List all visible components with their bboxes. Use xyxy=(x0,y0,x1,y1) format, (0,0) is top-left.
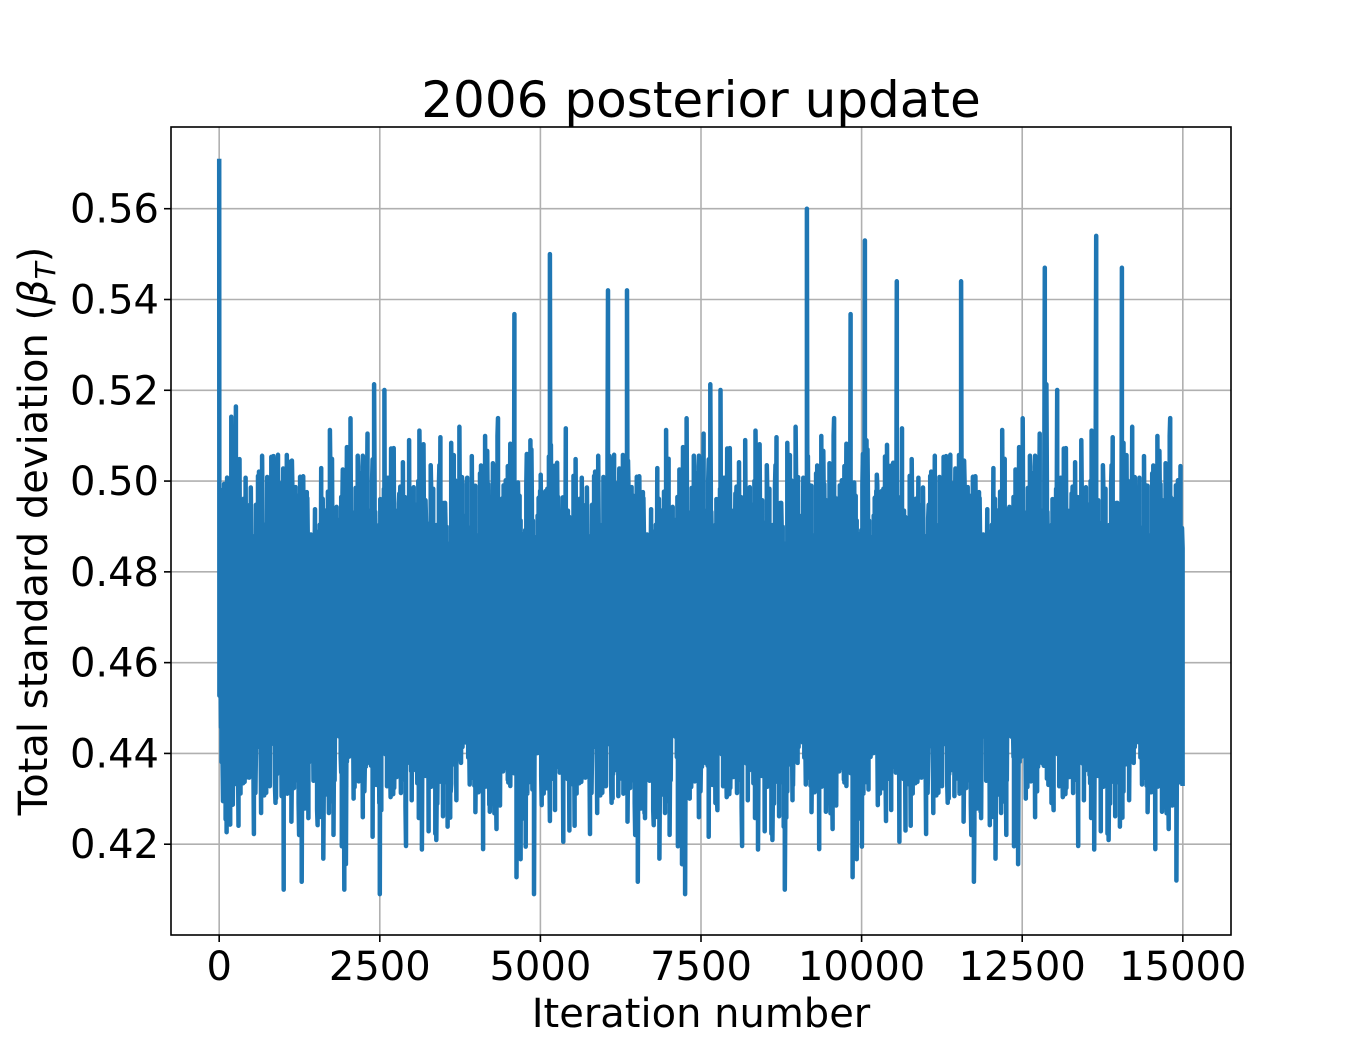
y-tick-label: 0.54 xyxy=(70,277,159,323)
x-tick-label: 12500 xyxy=(959,944,1086,990)
y-tick-label: 0.48 xyxy=(70,550,159,596)
y-tick-label: 0.52 xyxy=(70,368,159,414)
y-tick-label: 0.50 xyxy=(70,459,159,505)
x-tick-label: 2500 xyxy=(329,944,431,990)
x-axis-ticks: 0 2500 5000 7500 10000 12500 15000 xyxy=(206,935,1246,990)
y-axis-label-subscript: T xyxy=(29,260,62,279)
y-tick-label: 0.46 xyxy=(70,641,159,687)
x-tick-label: 10000 xyxy=(798,944,925,990)
x-tick-label: 15000 xyxy=(1119,944,1246,990)
y-tick-label: 0.56 xyxy=(70,187,159,233)
series-trace xyxy=(216,158,1185,897)
y-tick-label: 0.42 xyxy=(70,822,159,868)
trace-line xyxy=(216,158,1185,897)
y-axis-ticks: 0.42 0.44 0.46 0.48 0.50 0.52 0.54 0.56 xyxy=(70,187,171,868)
x-tick-label: 0 xyxy=(206,944,231,990)
y-axis-label-main: Total standard deviation ( xyxy=(11,305,57,817)
x-axis-label: Iteration number xyxy=(532,991,871,1037)
y-axis-label-symbol: β xyxy=(11,279,57,306)
y-axis-label-close: ) xyxy=(11,247,57,263)
y-axis-label: Total standard deviation (βT) xyxy=(11,247,62,817)
y-tick-label: 0.44 xyxy=(70,731,159,777)
chart-title: 2006 posterior update xyxy=(421,71,981,129)
x-tick-label: 5000 xyxy=(489,944,591,990)
x-tick-label: 7500 xyxy=(650,944,752,990)
